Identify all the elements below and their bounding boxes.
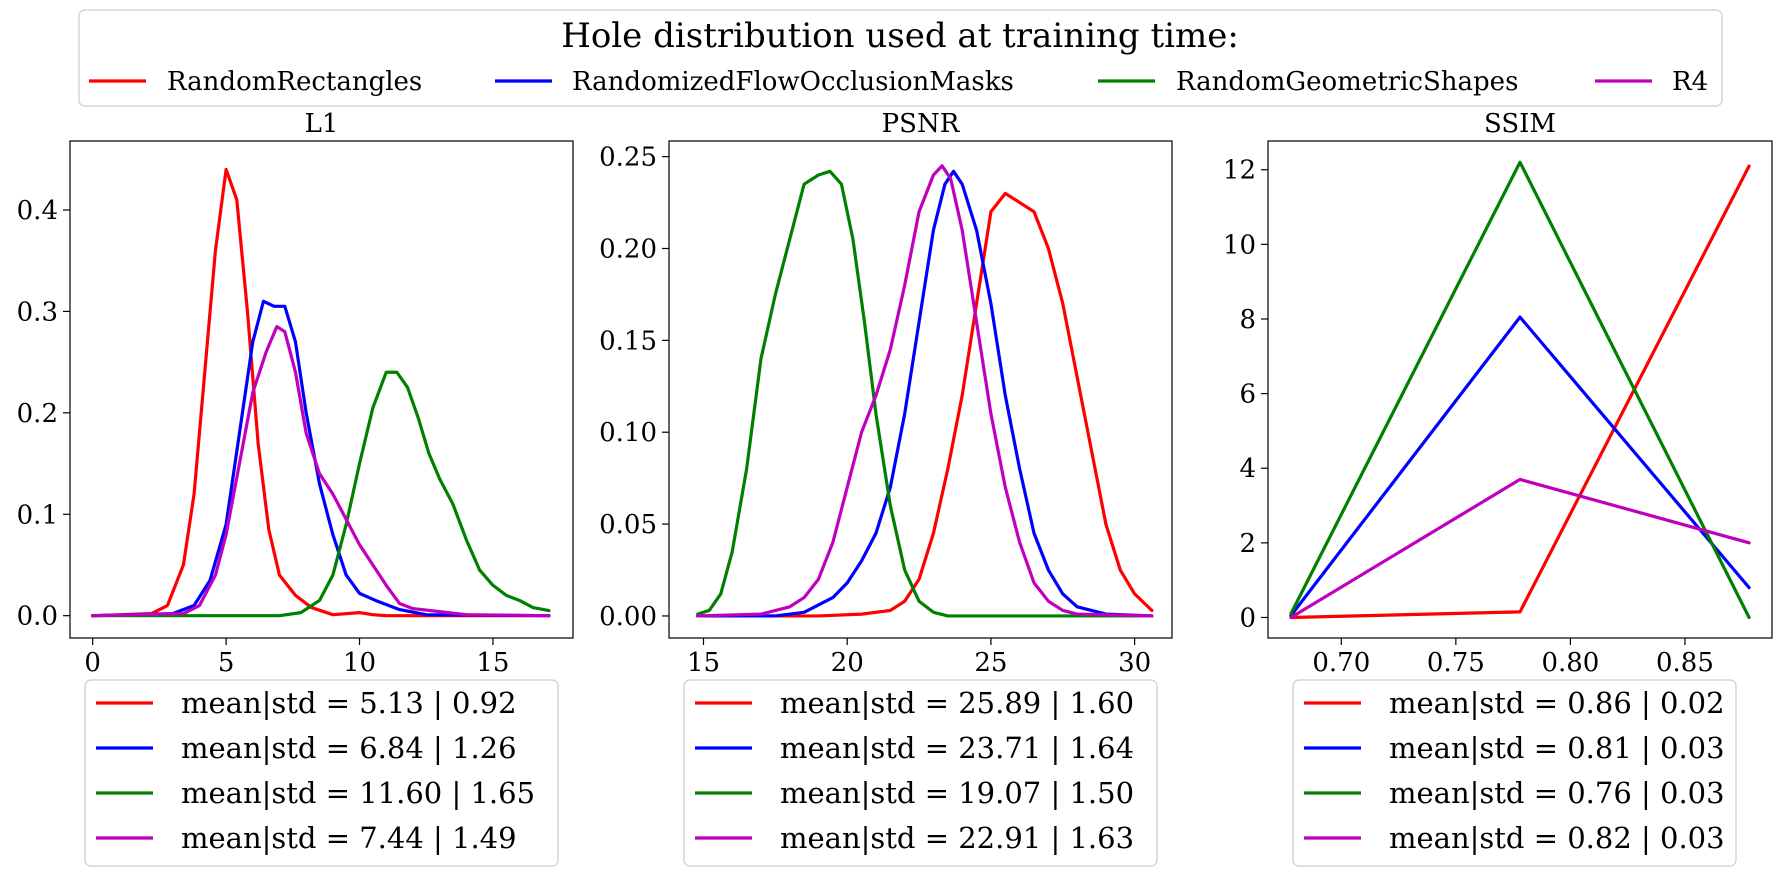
y-tick-label: 2 <box>1239 529 1256 559</box>
series-line-l1-randomizedflowocclusionmasks <box>91 299 551 618</box>
x-tick-label: 25 <box>974 648 1007 678</box>
panel-legend-label: mean|std = 7.44 | 1.49 <box>181 821 517 855</box>
figure-legend-frame <box>78 9 1723 107</box>
series-line-l1-r4 <box>91 325 551 618</box>
y-tick-label: 10 <box>1223 230 1256 260</box>
series-line-ssim-randomizedflowocclusionmasks <box>1289 315 1751 618</box>
series-line-psnr-randomrectangles <box>696 191 1154 618</box>
series-line-ssim-r4 <box>1289 477 1751 620</box>
y-tick-label: 8 <box>1239 305 1256 335</box>
plot-area-ssim <box>1267 140 1773 639</box>
x-tick-label: 0 <box>84 648 101 678</box>
panel-legend-l1: mean|std = 5.13 | 0.92 mean|std = 6.84 | … <box>84 679 559 867</box>
panel-legend-label: mean|std = 5.13 | 0.92 <box>181 686 517 720</box>
x-tick-label: 0.85 <box>1656 648 1714 678</box>
x-tick-label: 0.70 <box>1312 648 1370 678</box>
y-tick-label: 4 <box>1239 454 1256 484</box>
y-tick-label: 0.20 <box>599 234 657 264</box>
y-tick-label: 0 <box>1239 603 1256 633</box>
figure-legend: Hole distribution used at training time:… <box>78 9 1723 107</box>
series-line-l1-randomgeometricshapes <box>91 370 551 618</box>
panel-legend-label: mean|std = 0.82 | 0.03 <box>1389 821 1725 855</box>
y-tick-label: 0.0 <box>17 602 58 632</box>
x-tick-label: 15 <box>687 648 720 678</box>
series-line-ssim-randomgeometricshapes <box>1289 160 1751 620</box>
y-tick-label: 0.15 <box>599 326 657 356</box>
series-line-psnr-randomizedflowocclusionmasks <box>696 169 1154 618</box>
x-tick-label: 0.75 <box>1427 648 1485 678</box>
panel-legend-frame <box>1292 679 1737 867</box>
y-tick-label: 0.10 <box>599 418 657 448</box>
series-line-ssim-randomrectangles <box>1289 164 1751 620</box>
plot-area-l1 <box>69 140 574 639</box>
chart-title-ssim: SSIM <box>1484 109 1556 139</box>
y-tick-label: 0.4 <box>17 196 58 226</box>
series-line-psnr-randomgeometricshapes <box>696 169 1154 618</box>
series-line-psnr-r4 <box>696 164 1154 618</box>
panel-legend-label: mean|std = 0.76 | 0.03 <box>1389 776 1725 810</box>
x-tick-label: 10 <box>343 648 376 678</box>
x-tick-label: 15 <box>476 648 509 678</box>
chart-title-psnr: PSNR <box>882 109 961 139</box>
y-tick-label: 0.25 <box>599 143 657 173</box>
legend-label-randomrectangles: RandomRectangles <box>167 67 422 97</box>
panel-legend-label: mean|std = 0.86 | 0.02 <box>1389 686 1725 720</box>
x-tick-label: 0.80 <box>1541 648 1599 678</box>
x-tick-label: 30 <box>1118 648 1151 678</box>
series-line-l1-randomrectangles <box>91 167 551 618</box>
panel-legend-label: mean|std = 6.84 | 1.26 <box>181 731 517 765</box>
panel-legend-label: mean|std = 25.89 | 1.60 <box>780 686 1134 720</box>
chart-title-l1: L1 <box>305 109 339 139</box>
y-tick-label: 0.1 <box>17 500 58 530</box>
x-tick-label: 20 <box>831 648 864 678</box>
legend-label-randomgeometricshapes: RandomGeometricShapes <box>1176 67 1518 97</box>
legend-label-randomizedflowocclusionmasks: RandomizedFlowOcclusionMasks <box>572 67 1014 97</box>
y-tick-label: 0.05 <box>599 510 657 540</box>
panel-legend-psnr: mean|std = 25.89 | 1.60 mean|std = 23.71 … <box>683 679 1158 867</box>
y-tick-label: 6 <box>1239 380 1256 410</box>
chart-panel-l1: L1 0 5 10 15 0.0 0.1 0.2 0.3 0.4 mean|std = 5.13 |… <box>17 109 574 867</box>
y-tick-label: 0.00 <box>599 602 657 632</box>
chart-panel-ssim: SSIM 0.70 0.75 0.80 0.85 0 2 4 6 8 10 12 mean|std = … <box>1223 109 1773 867</box>
y-tick-label: 0.2 <box>17 399 58 429</box>
y-tick-label: 12 <box>1223 156 1256 186</box>
panel-legend-label: mean|std = 0.81 | 0.03 <box>1389 731 1725 765</box>
x-tick-label: 5 <box>218 648 235 678</box>
panel-legend-label: mean|std = 19.07 | 1.50 <box>780 776 1134 810</box>
chart-panel-psnr: PSNR 15 20 25 30 0.00 0.05 0.10 0.15 0.20 0.25 mean… <box>599 109 1173 867</box>
panel-legend-label: mean|std = 23.71 | 1.64 <box>780 731 1134 765</box>
panel-legend-ssim: mean|std = 0.86 | 0.02 mean|std = 0.81 | … <box>1292 679 1737 867</box>
panel-legend-frame <box>84 679 559 867</box>
plot-area-psnr <box>668 140 1173 639</box>
legend-label-r4: R4 <box>1672 67 1708 97</box>
panel-legend-label: mean|std = 11.60 | 1.65 <box>181 776 535 810</box>
panel-legend-label: mean|std = 22.91 | 1.63 <box>780 821 1134 855</box>
y-tick-label: 0.3 <box>17 297 58 327</box>
panel-legend-frame <box>683 679 1158 867</box>
figure-legend-title: Hole distribution used at training time: <box>561 16 1239 56</box>
